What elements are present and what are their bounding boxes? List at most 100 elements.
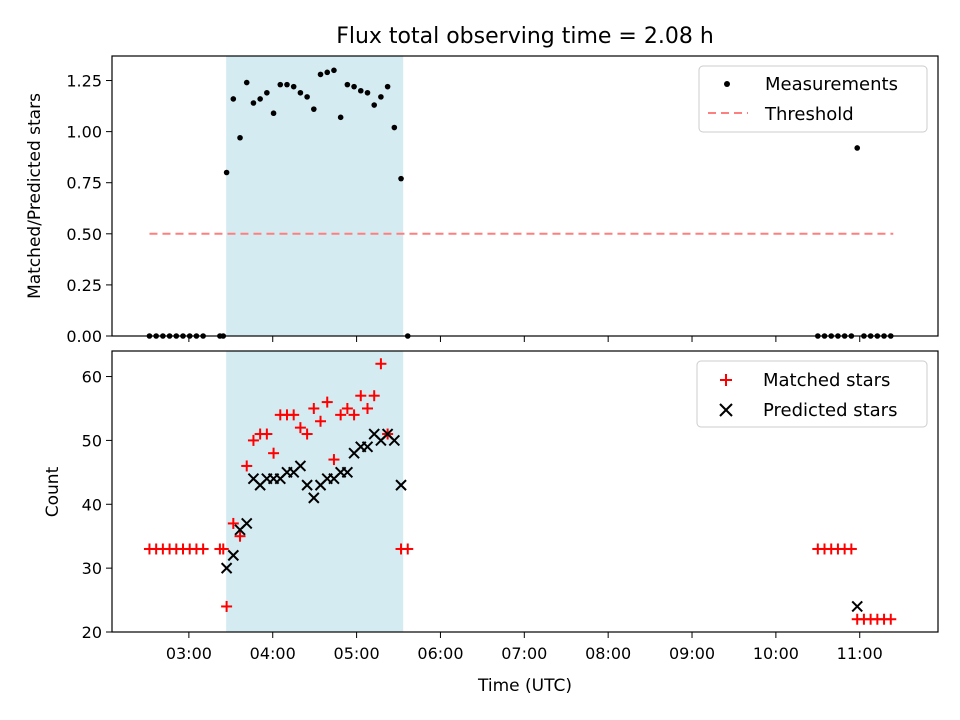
top-legend-box bbox=[698, 65, 928, 133]
predicted-legend-label: Predicted stars bbox=[763, 400, 897, 421]
matched-star-point bbox=[227, 517, 239, 529]
predicted-star-points bbox=[220, 428, 863, 613]
measurement-point bbox=[264, 89, 270, 96]
top-legend: Measurements Threshold bbox=[698, 65, 928, 133]
bottom-y-tick-label: 20 bbox=[82, 623, 102, 642]
measurement-point bbox=[284, 81, 290, 88]
predicted-star-point bbox=[241, 517, 253, 530]
matched-legend-marker bbox=[720, 374, 732, 386]
measurement-point bbox=[317, 71, 324, 78]
measurement-point bbox=[243, 79, 250, 86]
measurement-point bbox=[250, 100, 257, 106]
chart-title: Flux total observing time = 2.08 h bbox=[336, 24, 714, 49]
matched-star-point bbox=[234, 530, 246, 542]
measurement-point bbox=[311, 106, 317, 112]
measurement-legend-marker bbox=[724, 81, 730, 87]
measurement-point bbox=[237, 134, 243, 141]
bottom-y-tick-label: 40 bbox=[82, 495, 102, 514]
measurement-point bbox=[357, 87, 364, 94]
measurement-point bbox=[351, 83, 357, 90]
top-panel: 0.00 0.25 0.50 0.75 1.00 1.25 Matched/Predict… bbox=[25, 55, 939, 346]
matched-star-point bbox=[402, 543, 414, 555]
predicted-legend-marker bbox=[719, 403, 733, 417]
predicted-star-point bbox=[294, 460, 307, 472]
top-highlight-span bbox=[226, 55, 404, 337]
matched-star-point bbox=[341, 402, 353, 414]
bottom-legend-box bbox=[696, 360, 928, 428]
top-y-tick-label: 0.00 bbox=[66, 327, 102, 346]
matched-star-point bbox=[241, 460, 253, 472]
measurement-point bbox=[223, 169, 230, 176]
matched-star-point bbox=[328, 454, 340, 466]
matched-star-point bbox=[355, 390, 367, 402]
predicted-star-point bbox=[361, 441, 374, 453]
measurement-point bbox=[384, 83, 391, 90]
bottom-y-axis-label: Count bbox=[43, 466, 63, 517]
bottom-y-tick-label: 60 bbox=[82, 368, 102, 387]
matched-star-point bbox=[294, 422, 306, 434]
predicted-star-point bbox=[301, 479, 313, 491]
measurement-point bbox=[854, 145, 861, 151]
matched-star-point bbox=[308, 402, 320, 414]
measurement-point bbox=[324, 69, 331, 76]
x-tick-label: 08:00 bbox=[585, 644, 631, 663]
top-y-tick-label: 0.25 bbox=[66, 276, 102, 295]
matched-star-point bbox=[348, 409, 360, 421]
bottom-y-ticks: 20 30 40 50 60 bbox=[82, 368, 112, 642]
predicted-star-point bbox=[395, 479, 407, 491]
x-tick-label: 04:00 bbox=[250, 644, 296, 663]
measurement-point bbox=[230, 96, 237, 102]
measurement-point bbox=[331, 67, 337, 74]
measurement-legend-label: Measurements bbox=[765, 74, 898, 95]
x-tick-label: 06:00 bbox=[417, 644, 463, 663]
measurement-point bbox=[378, 94, 384, 100]
matched-star-point bbox=[845, 543, 857, 555]
bottom-panel: 20 30 40 50 60 03:00 04:00 05:00 06:00 07:00 08:0… bbox=[43, 350, 939, 696]
matched-star-point bbox=[361, 402, 373, 414]
matched-legend-label: Matched stars bbox=[763, 370, 890, 391]
x-tick-label: 09:00 bbox=[669, 644, 715, 663]
x-tick-label: 07:00 bbox=[501, 644, 547, 663]
bottom-x-ticks: 03:00 04:00 05:00 06:00 07:00 08:00 09:00 10:00… bbox=[166, 632, 883, 663]
bottom-y-tick-label: 50 bbox=[82, 431, 102, 450]
x-tick-label: 03:00 bbox=[166, 644, 212, 663]
predicted-star-point bbox=[227, 549, 240, 562]
bottom-highlight-span bbox=[226, 350, 404, 633]
predicted-star-point bbox=[851, 600, 863, 613]
matched-star-point bbox=[321, 396, 333, 408]
measurement-point bbox=[290, 83, 297, 90]
matched-star-point bbox=[301, 428, 313, 440]
matched-star-point bbox=[247, 434, 259, 446]
x-axis-label: Time (UTC) bbox=[477, 676, 572, 696]
top-y-tick-label: 1.25 bbox=[66, 72, 102, 91]
matched-star-point bbox=[197, 543, 209, 555]
matched-star-point bbox=[368, 390, 380, 402]
top-axes-frame bbox=[111, 55, 939, 337]
matched-star-point bbox=[315, 415, 327, 427]
threshold-legend-label: Threshold bbox=[764, 104, 854, 125]
measurement-point bbox=[257, 96, 263, 102]
matched-star-point bbox=[288, 409, 300, 421]
x-tick-label: 05:00 bbox=[334, 644, 380, 663]
x-tick-label: 11:00 bbox=[837, 644, 883, 663]
bottom-axes-frame bbox=[111, 350, 939, 633]
top-y-axis-label: Matched/Predicted stars bbox=[25, 93, 45, 299]
matched-star-point bbox=[261, 428, 273, 440]
matched-star-point bbox=[221, 600, 233, 612]
measurement-point bbox=[398, 175, 404, 182]
matched-star-point bbox=[268, 447, 280, 459]
top-y-tick-label: 1.00 bbox=[66, 123, 102, 142]
measurement-point bbox=[391, 124, 398, 131]
measurement-point bbox=[364, 89, 371, 96]
matched-star-point bbox=[885, 613, 897, 625]
measurement-point bbox=[371, 102, 377, 108]
bottom-y-tick-label: 30 bbox=[82, 559, 102, 578]
measurement-point bbox=[337, 114, 344, 121]
predicted-star-point bbox=[388, 434, 401, 447]
measurement-point bbox=[277, 81, 284, 88]
matched-star-point bbox=[375, 358, 387, 370]
measurement-point bbox=[304, 94, 310, 100]
predicted-star-point bbox=[308, 492, 320, 504]
top-y-tick-label: 0.50 bbox=[66, 225, 102, 244]
